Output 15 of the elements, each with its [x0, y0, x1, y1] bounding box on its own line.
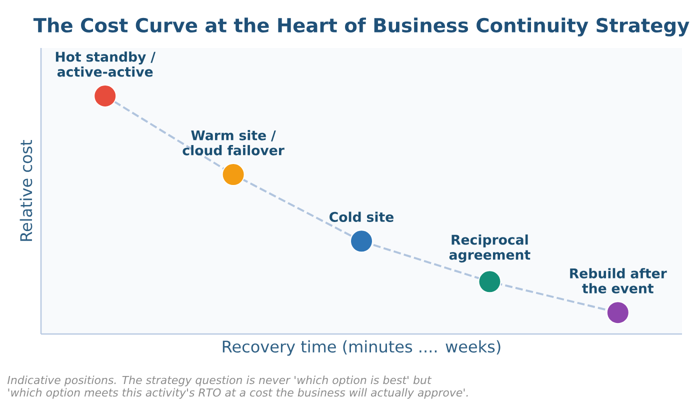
point [606, 301, 630, 324]
annotation: Cold site [330, 212, 394, 222]
annotation: Reciprocal agreement [449, 234, 530, 262]
chart-title: The Cost Curve at the Heart of Business Continuity Strategy [33, 18, 690, 36]
point [350, 230, 374, 253]
annotation: Rebuild after the event [570, 268, 667, 294]
annotation: Hot standby / active-active [56, 52, 156, 77]
point [94, 84, 117, 108]
y-axis-title: Relative cost [20, 140, 32, 241]
text: 'which option meets this activity's RTO at a cost the business will actually approve'. [8, 388, 468, 399]
point [222, 163, 245, 186]
annotation: Warm site / cloud failover [182, 130, 284, 156]
point [478, 270, 502, 294]
x-axis-title: Recovery time (minutes .... weeks) [222, 340, 500, 356]
text: Indicative positions. The strategy question is never 'which option is best' but [8, 376, 432, 386]
